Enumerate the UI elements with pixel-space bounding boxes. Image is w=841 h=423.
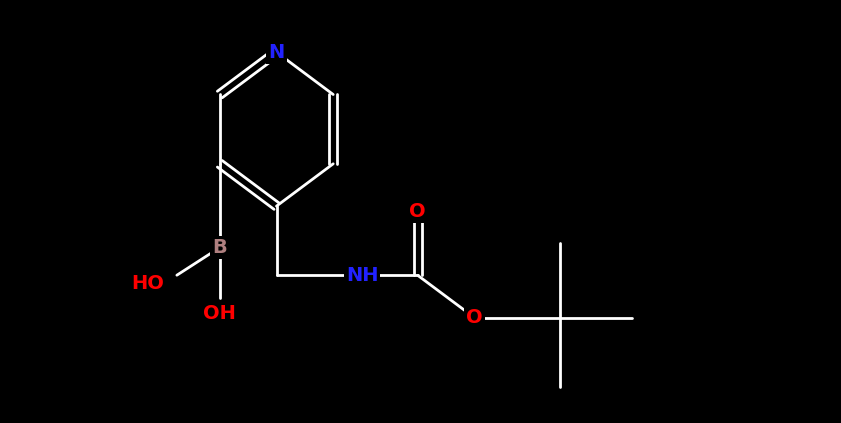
Text: NH: NH — [346, 266, 378, 285]
Text: OH: OH — [204, 304, 236, 323]
Text: B: B — [213, 238, 227, 257]
Text: O: O — [466, 308, 483, 327]
Text: HO: HO — [131, 274, 164, 293]
Text: O: O — [410, 202, 426, 221]
Text: N: N — [268, 43, 284, 62]
